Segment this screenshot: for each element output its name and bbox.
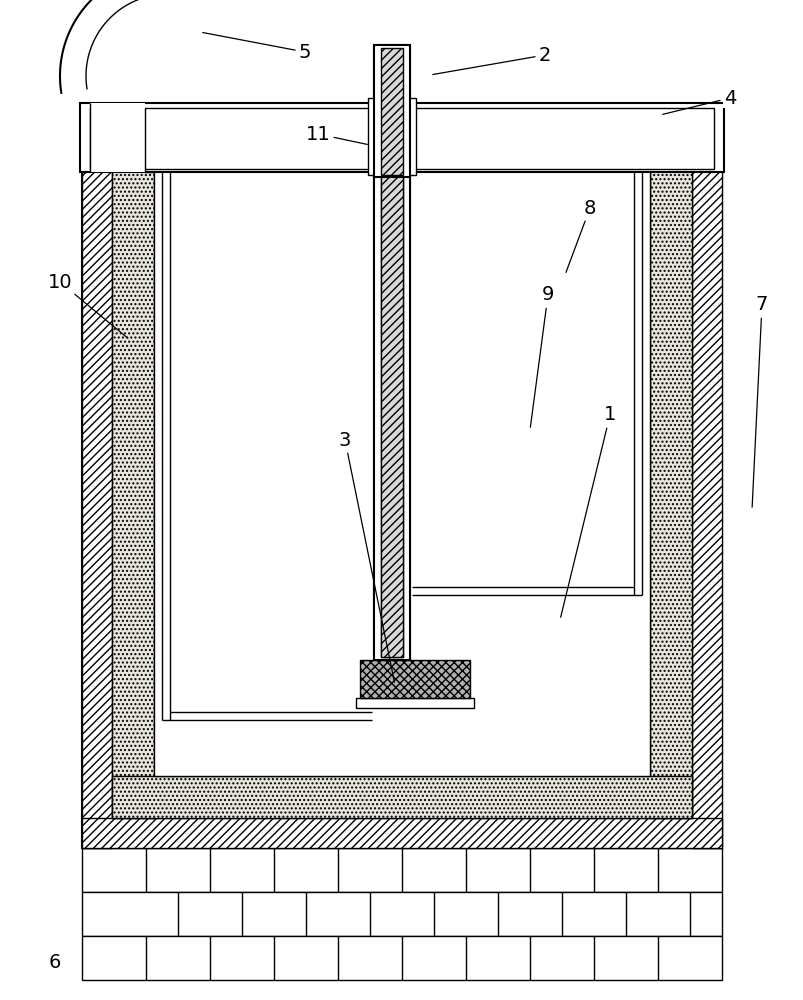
Text: 9: 9 (530, 286, 553, 427)
Bar (154, 168, 649, 776)
Bar (82, 168, 721, 848)
Bar (381, 48, 402, 175)
Bar (82, 892, 721, 936)
Bar (649, 168, 691, 818)
Bar (90, 103, 145, 172)
Bar (112, 168, 154, 818)
Bar (360, 660, 470, 698)
Text: 3: 3 (338, 430, 394, 682)
Bar (373, 45, 410, 177)
Bar (82, 936, 721, 980)
Bar (90, 108, 713, 169)
Bar (80, 103, 723, 172)
Text: 8: 8 (565, 198, 596, 272)
Bar (112, 776, 691, 818)
Text: 4: 4 (662, 89, 736, 114)
Text: 2: 2 (432, 46, 551, 75)
Bar (82, 818, 721, 848)
Bar (373, 172, 410, 660)
Text: 1: 1 (560, 406, 615, 617)
Bar (691, 168, 721, 848)
Text: 11: 11 (305, 125, 367, 144)
Text: 6: 6 (49, 953, 61, 972)
Bar (82, 168, 112, 848)
Bar (368, 98, 415, 175)
Bar (356, 698, 474, 708)
Bar (82, 848, 721, 892)
Bar (381, 172, 402, 657)
Bar (373, 45, 410, 660)
Text: 5: 5 (202, 33, 311, 62)
Text: 10: 10 (47, 272, 128, 338)
Bar (381, 48, 402, 657)
Text: 7: 7 (751, 296, 767, 507)
